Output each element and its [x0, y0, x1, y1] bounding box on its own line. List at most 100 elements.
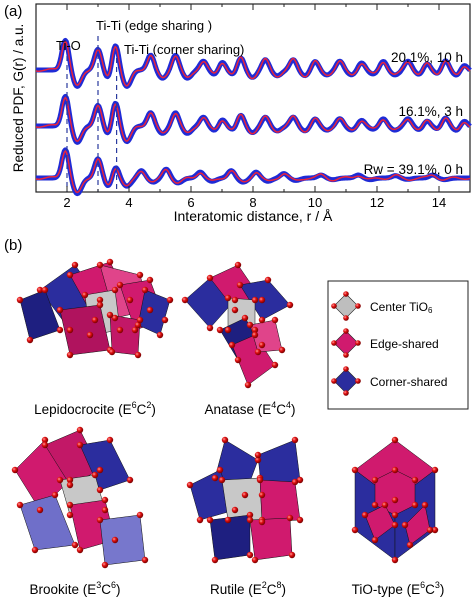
oxygen-atom: [271, 316, 279, 324]
oxygen-atom: [278, 346, 286, 354]
oxygen-atom: [41, 286, 49, 294]
oxygen-atom: [251, 326, 259, 334]
oxygen-atom: [81, 291, 89, 299]
oxygen-atom: [231, 296, 239, 304]
oxygen-atom: [206, 324, 214, 332]
panel-b-structures: (b): [4, 237, 469, 597]
oxygen-atom: [246, 321, 254, 329]
oxygen-atom: [216, 326, 224, 334]
x-axis-title: Interatomic distance, r / Å: [174, 208, 333, 224]
oxygen-atom: [108, 348, 116, 356]
peak-marker-layer: [66, 36, 118, 192]
caption-rutile: Rutile (E2C8): [210, 580, 286, 597]
oxygen-atom: [254, 451, 262, 459]
oxygen-atom: [291, 436, 299, 444]
oxygen-atom: [51, 491, 59, 499]
legend-label-corner: Corner-shared: [370, 375, 447, 389]
oxygen-atom: [371, 501, 379, 509]
oxygen-atom: [91, 471, 99, 479]
oxygen-atom: [156, 331, 164, 339]
oxygen-atom: [41, 436, 49, 444]
oxygen-atom: [56, 326, 64, 334]
oxygen-atom: [251, 296, 259, 304]
oxygen-atom: [246, 516, 254, 524]
oxygen-atom: [351, 526, 359, 534]
oxygen-atom: [66, 481, 74, 489]
oxygen-atom: [224, 294, 232, 302]
oxygen-atom: [56, 306, 64, 314]
oxygen-atom: [231, 506, 239, 514]
series-label-3h: 16.1%, 3 h: [398, 104, 463, 119]
oxygen-atom: [236, 281, 244, 289]
oxygen-atom: [241, 491, 249, 499]
oxygen-atom: [91, 316, 99, 324]
oxygen-atom: [421, 501, 429, 509]
oxygen-atom: [431, 466, 439, 474]
oxygen-atom: [401, 521, 409, 529]
series-label-0h: Rw = 39.1%, 0 h: [364, 162, 463, 177]
oxygen-atom: [106, 436, 114, 444]
series-2-fit-curve: [35, 149, 471, 194]
oxygen-atom-layer: [11, 258, 439, 569]
oxygen-atom: [371, 476, 379, 484]
oxygen-atom: [71, 261, 79, 269]
oxygen-atom: [96, 516, 104, 524]
oxygen-atom: [391, 556, 399, 564]
oxygen-atom: [36, 286, 44, 294]
oxygen-atom: [381, 501, 389, 509]
oxygen-atom: [258, 316, 266, 324]
oxygen-atom: [431, 526, 439, 534]
x-tick-label: 14: [432, 195, 446, 210]
oxygen-atom: [26, 336, 34, 344]
oxygen-atom: [101, 496, 109, 504]
oxygen-atom: [241, 314, 249, 322]
oxygen-atom: [296, 476, 304, 484]
oxygen-atom: [288, 551, 296, 559]
oxygen-atom: [86, 331, 94, 339]
structure-legend: Center TiO6 Edge-shared Corner-shared: [327, 280, 469, 410]
oxygen-atom: [211, 474, 219, 482]
oxygen-atom: [231, 306, 239, 314]
oxygen-atom: [31, 546, 39, 554]
oxygen-atom: [186, 481, 194, 489]
oxygen-atom: [111, 314, 119, 322]
oxygen-atom: [136, 271, 144, 279]
oxygen-atom: [411, 476, 419, 484]
brookite-structure-image: [14, 429, 146, 566]
oxygen-atom: [258, 341, 266, 349]
oxygen-atom: [76, 546, 84, 554]
legend-swatch-corner: [331, 366, 361, 396]
oxygen-atom: [254, 348, 262, 356]
oxygen-atom: [111, 286, 119, 294]
lepidocrocite-structure-image: [19, 261, 171, 356]
oxygen-atom: [111, 536, 119, 544]
oxygen-atom: [141, 286, 149, 294]
oxygen-atom: [218, 476, 226, 484]
oxygen-atom: [406, 541, 414, 549]
oxygen-atom: [234, 261, 242, 269]
oxygen-atom: [101, 561, 109, 569]
series-1-fit-curve: [35, 96, 471, 143]
oxygen-atom: [66, 326, 74, 334]
oxygen-atom: [126, 476, 134, 484]
oxygen-atom: [391, 511, 399, 519]
legend-swatch-edge: [331, 328, 361, 358]
oxygen-atom: [256, 476, 264, 484]
oxygen-atom: [196, 516, 204, 524]
oxygen-atom: [101, 506, 109, 514]
oxygen-atom: [296, 516, 304, 524]
oxygen-atom: [106, 311, 114, 319]
oxygen-atom: [106, 258, 114, 266]
oxygen-atom: [96, 261, 104, 269]
oxygen-atom: [96, 301, 104, 309]
oxygen-atom: [286, 514, 294, 522]
oxygen-atom: [258, 518, 266, 526]
legend-swatch-center: [331, 291, 361, 321]
x-tick-label: 6: [187, 195, 194, 210]
oxygen-atom: [134, 351, 142, 359]
oxygen-atom: [221, 436, 229, 444]
oxygen-atom: [234, 356, 242, 364]
oxygen-atom: [116, 326, 124, 334]
annotation-ti-o: Ti-O: [56, 38, 81, 53]
